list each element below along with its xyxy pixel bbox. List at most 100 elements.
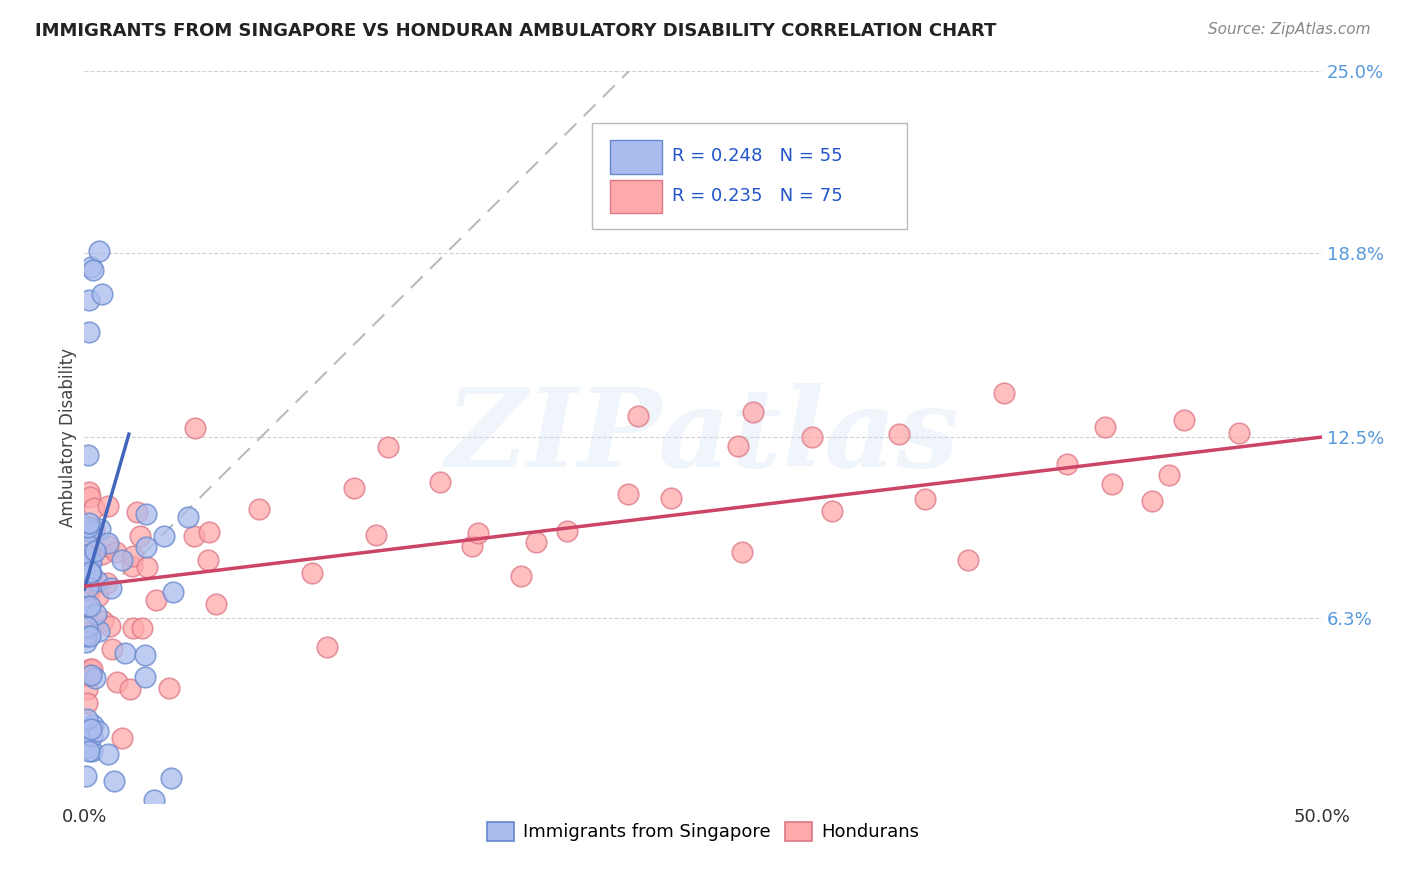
Point [75, 548, 97, 562]
Point [87, 723, 110, 738]
Point [97, 539, 120, 553]
Point [76, 681, 98, 696]
Point [125, 505, 148, 519]
Point [97, 536, 120, 550]
FancyBboxPatch shape [610, 140, 662, 174]
Point [247, 501, 270, 516]
Point [1159, 467, 1181, 482]
Point [79, 667, 101, 681]
Point [1173, 413, 1195, 427]
Point [429, 475, 451, 490]
Point [509, 569, 531, 583]
Point [101, 642, 124, 657]
Point [1056, 457, 1078, 471]
Point [122, 549, 145, 563]
FancyBboxPatch shape [610, 179, 662, 213]
Point [114, 646, 136, 660]
Point [135, 540, 157, 554]
Point [79, 552, 101, 566]
Point [176, 510, 198, 524]
Point [75, 535, 97, 549]
Point [79, 565, 101, 579]
Point [76, 619, 98, 633]
Point [524, 535, 547, 549]
Point [301, 566, 323, 581]
Point [105, 674, 128, 689]
Point [821, 504, 844, 518]
Point [79, 575, 101, 590]
Point [77, 485, 100, 500]
Point [461, 539, 484, 553]
Point [97, 747, 120, 762]
Point [82, 662, 104, 676]
Y-axis label: Ambulatory Disability: Ambulatory Disability [59, 348, 77, 526]
Point [75, 629, 97, 643]
Point [77, 744, 100, 758]
Point [366, 528, 388, 542]
Point [91, 286, 114, 301]
Point [76, 668, 98, 682]
Point [122, 622, 145, 636]
Point [121, 558, 143, 573]
Point [741, 405, 763, 419]
Point [96, 499, 118, 513]
Point [315, 640, 337, 654]
Point [956, 553, 979, 567]
Point [84, 544, 107, 558]
Point [75, 769, 97, 783]
Point [627, 409, 650, 423]
Legend: Immigrants from Singapore, Hondurans: Immigrants from Singapore, Hondurans [479, 814, 927, 848]
Point [96, 575, 118, 590]
Point [118, 681, 141, 696]
Point [82, 263, 104, 277]
Point [134, 648, 156, 663]
Text: IMMIGRANTS FROM SINGAPORE VS HONDURAN AMBULATORY DISABILITY CORRELATION CHART: IMMIGRANTS FROM SINGAPORE VS HONDURAN AM… [35, 22, 997, 40]
Point [993, 385, 1015, 400]
Point [83, 500, 105, 515]
Text: Source: ZipAtlas.com: Source: ZipAtlas.com [1208, 22, 1371, 37]
Point [731, 545, 754, 559]
Point [105, 545, 128, 559]
Point [659, 491, 682, 505]
Point [77, 516, 100, 530]
Point [76, 625, 98, 640]
Point [111, 731, 134, 745]
Point [617, 486, 640, 500]
Point [77, 532, 100, 546]
Point [800, 429, 823, 443]
Point [77, 524, 100, 539]
Point [76, 609, 98, 624]
Point [1094, 419, 1116, 434]
Point [84, 607, 107, 622]
Point [143, 793, 166, 807]
Point [162, 585, 184, 599]
Point [86, 574, 108, 588]
Point [98, 619, 121, 633]
Point [82, 743, 104, 757]
Point [77, 325, 100, 339]
Point [77, 293, 100, 308]
Point [87, 244, 110, 258]
Point [80, 722, 103, 736]
Point [467, 526, 489, 541]
Point [77, 520, 100, 534]
Point [76, 599, 98, 613]
Point [377, 441, 399, 455]
Point [1101, 477, 1123, 491]
Point [79, 629, 101, 643]
Point [79, 599, 101, 613]
FancyBboxPatch shape [592, 122, 907, 228]
Point [135, 508, 157, 522]
Point [79, 662, 101, 676]
Point [183, 529, 205, 543]
Point [1142, 493, 1164, 508]
Point [197, 524, 219, 539]
Point [135, 560, 157, 574]
Point [80, 521, 103, 535]
Point [131, 622, 153, 636]
Point [100, 581, 122, 595]
Point [128, 529, 150, 543]
Text: ZIPatlas: ZIPatlas [446, 384, 960, 491]
Point [727, 439, 749, 453]
Point [80, 523, 103, 537]
